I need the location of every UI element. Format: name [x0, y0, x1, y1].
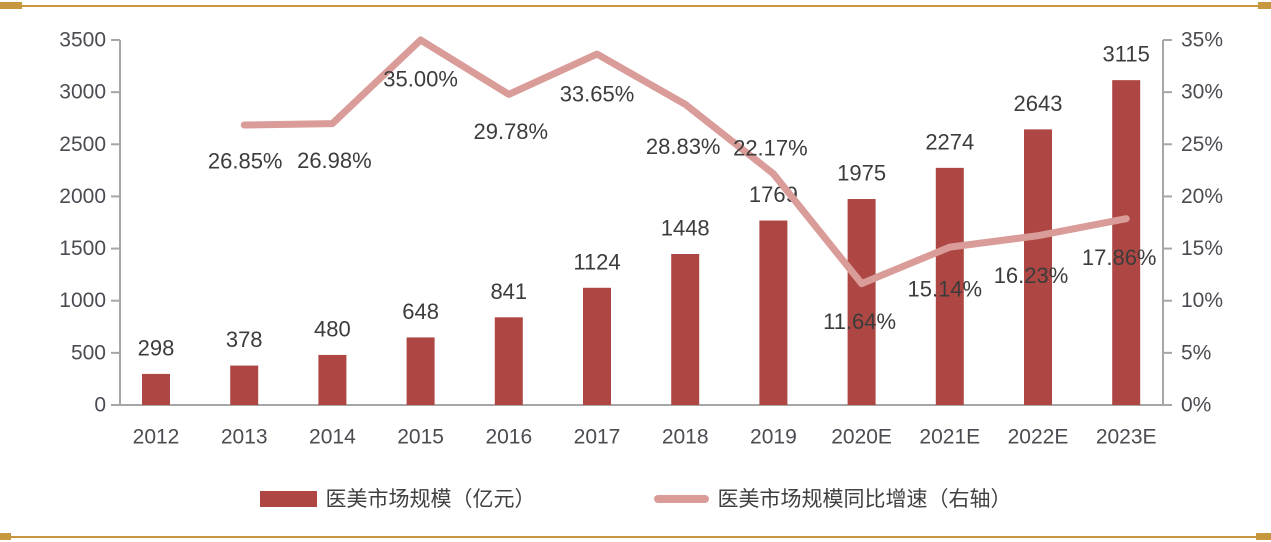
gold-border-bottom-left-cap: [0, 533, 11, 540]
right-axis-tick-label: 35%: [1181, 29, 1223, 52]
combo-chart: 0 0% 500 5% 1000 10% 1500 15% 2000 20% 2500 25% 3000…: [59, 29, 1223, 449]
growth-value-label: 26.85%: [208, 148, 283, 173]
left-axis-tick-label: 3500: [59, 29, 106, 52]
bar-2014: [318, 354, 347, 405]
left-axis-tick-label: 500: [71, 341, 106, 364]
bar-2013: [230, 365, 259, 405]
gold-border-bottom-right-cap: [1256, 533, 1271, 540]
bar-value-label: 378: [226, 327, 263, 352]
growth-value-label: 29.78%: [473, 119, 548, 144]
bar-value-label: 2643: [1014, 91, 1063, 116]
bar-2020E: [847, 199, 876, 405]
left-axis-tick-label: 0: [94, 394, 106, 417]
bar-value-label: 841: [490, 279, 527, 304]
bar-value-label: 480: [314, 316, 351, 341]
left-axis-tick-label: 2000: [59, 185, 106, 208]
x-axis-category-label: 2013: [221, 426, 268, 449]
x-axis-category-label: 2014: [309, 426, 356, 449]
right-axis-tick-label: 0%: [1181, 394, 1211, 417]
growth-value-label: 22.17%: [733, 135, 808, 160]
right-axis-tick-label: 10%: [1181, 289, 1223, 312]
chart-legend: 医美市场规模（亿元） 医美市场规模同比增速（右轴）: [0, 482, 1271, 516]
left-axis-tick-label: 1500: [59, 237, 106, 260]
bar-value-label: 298: [138, 335, 175, 360]
left-axis-tick-label: 3000: [59, 81, 106, 104]
gold-border-bottom: [0, 536, 1271, 538]
gold-border-top: [0, 5, 1271, 7]
x-axis-category-label: 2021E: [919, 426, 980, 449]
bar-2017: [583, 287, 611, 405]
x-axis-category-label: 2020E: [831, 426, 892, 449]
growth-value-label: 28.83%: [646, 134, 721, 159]
bar-2022E: [1024, 129, 1052, 405]
bar-value-label: 1975: [837, 161, 886, 186]
bar-value-label: 1124: [573, 249, 620, 274]
legend-label-market-size: 医美市场规模（亿元）: [325, 487, 536, 511]
growth-value-label: 35.00%: [383, 67, 458, 92]
line-series-swatch: [653, 495, 709, 503]
x-axis-category-label: 2012: [133, 426, 180, 449]
left-axis-tick-label: 2500: [59, 133, 106, 156]
bar-value-label: 648: [402, 299, 439, 324]
growth-value-label: 33.65%: [560, 82, 635, 107]
bar-2018: [671, 253, 700, 405]
x-axis-category-label: 2015: [397, 426, 444, 449]
left-axis-tick-label: 1000: [59, 289, 106, 312]
x-axis-category-label: 2023E: [1096, 426, 1157, 449]
gold-border-top-right-cap: [1258, 2, 1271, 9]
x-axis-category-label: 2019: [750, 426, 797, 449]
bar-series-swatch: [259, 491, 317, 507]
x-axis-category-label: 2017: [574, 426, 621, 449]
x-axis-category-label: 2018: [662, 426, 709, 449]
growth-value-label: 15.14%: [907, 277, 982, 302]
legend-label-growth-rate: 医美市场规模同比增速（右轴）: [717, 487, 1012, 511]
bar-2021E: [935, 167, 964, 405]
gold-border-top-left-cap: [0, 2, 22, 9]
right-axis-tick-label: 15%: [1181, 237, 1223, 260]
growth-value-label: 16.23%: [994, 263, 1069, 288]
growth-rate-line: [240, 36, 1130, 288]
growth-value-label: 17.86%: [1082, 245, 1157, 270]
growth-value-label: 11.64%: [823, 309, 896, 334]
right-axis-tick-label: 25%: [1181, 133, 1223, 156]
bar-2023E: [1112, 80, 1141, 406]
right-axis-tick-label: 5%: [1181, 341, 1211, 364]
bar-value-label: 3115: [1103, 42, 1150, 67]
right-axis-tick-label: 30%: [1181, 81, 1223, 104]
x-axis-category-label: 2022E: [1008, 426, 1069, 449]
bar-2016: [494, 317, 523, 405]
bar-value-label: 2274: [925, 129, 974, 154]
x-axis-category-label: 2016: [485, 426, 532, 449]
bar-2012: [142, 373, 170, 405]
legend-item-growth-rate: 医美市场规模同比增速（右轴）: [653, 487, 1012, 511]
bar-2015: [406, 337, 435, 405]
growth-value-label: 26.98%: [297, 148, 372, 173]
legend-item-market-size: 医美市场规模（亿元）: [259, 487, 536, 511]
right-axis-tick-label: 20%: [1181, 185, 1223, 208]
bar-value-label: 1448: [661, 215, 710, 240]
bar-2019: [759, 220, 788, 405]
